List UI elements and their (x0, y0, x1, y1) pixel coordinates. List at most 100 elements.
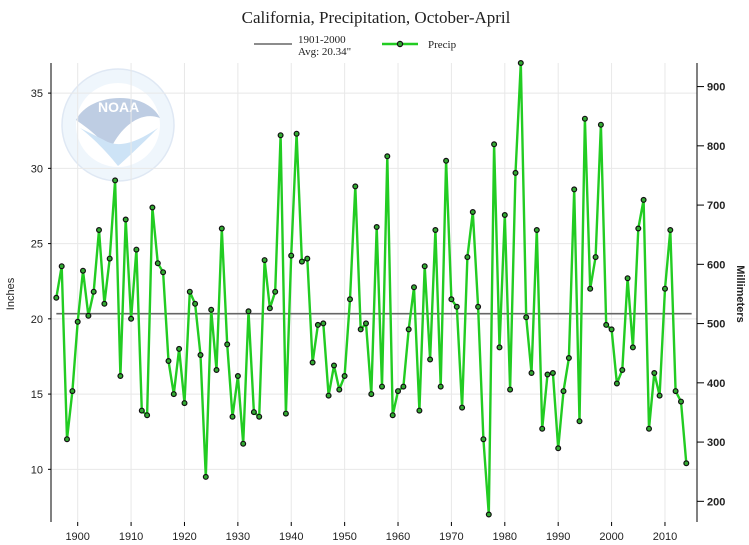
data-point (379, 383, 386, 390)
data-point (539, 425, 546, 432)
data-point (651, 370, 658, 377)
data-point (683, 460, 690, 467)
data-point (176, 345, 183, 352)
data-point (389, 412, 396, 419)
data-point (266, 305, 273, 312)
data-point (53, 294, 60, 301)
data-point (122, 216, 129, 223)
data-point (528, 370, 535, 377)
data-point (106, 255, 113, 262)
data-point (250, 409, 257, 416)
y2-tick-label: 200 (707, 496, 725, 508)
data-point (395, 388, 402, 395)
data-point (133, 246, 140, 253)
y2-tick-label: 900 (707, 82, 725, 94)
data-point (453, 303, 460, 310)
data-point (576, 418, 583, 425)
y-tick-label: 25 (31, 239, 43, 251)
y-tick-label: 15 (31, 389, 43, 401)
data-point (448, 296, 455, 303)
data-point (331, 362, 338, 369)
data-point (341, 373, 348, 380)
data-point (459, 404, 466, 411)
data-point (661, 285, 668, 292)
x-tick-label: 1930 (226, 531, 250, 543)
data-point (549, 370, 556, 377)
data-point (565, 355, 572, 362)
y2-tick-label: 500 (707, 319, 725, 331)
data-point (480, 436, 487, 443)
noaa-logo: NOAA (61, 68, 175, 182)
data-point (432, 227, 439, 234)
data-point (240, 440, 247, 447)
data-point (368, 391, 375, 398)
y2-tick-label: 300 (707, 437, 725, 449)
data-point (656, 392, 663, 399)
data-point (272, 288, 279, 295)
data-point (149, 204, 156, 211)
data-point (421, 263, 428, 270)
data-point (234, 373, 241, 380)
svg-text:NOAA: NOAA (98, 99, 139, 115)
data-point (485, 511, 492, 518)
data-point (437, 383, 444, 390)
data-point (224, 341, 231, 348)
y2-tick-label: 700 (707, 200, 725, 212)
data-point (202, 473, 209, 480)
data-point (512, 169, 519, 176)
data-point (416, 407, 423, 414)
x-tick-label: 1980 (493, 531, 517, 543)
data-point (491, 141, 498, 148)
data-point (144, 412, 151, 419)
data-point (624, 275, 631, 282)
data-point (277, 132, 284, 139)
data-point (523, 314, 530, 321)
data-point (496, 344, 503, 351)
x-tick-label: 2000 (599, 531, 623, 543)
data-point (501, 212, 508, 219)
legend: 1901-2000 Avg: 20.34" Precip (254, 34, 457, 58)
x-tick-label: 1960 (386, 531, 410, 543)
data-point (587, 285, 594, 292)
data-point (245, 308, 252, 315)
legend-average-label-line2: Avg: 20.34" (298, 46, 351, 58)
data-point (352, 183, 359, 190)
data-point (181, 400, 188, 407)
axes (48, 63, 704, 526)
data-point (517, 59, 524, 66)
y-tick-label: 10 (31, 464, 43, 476)
data-point (475, 303, 482, 310)
data-point (170, 391, 177, 398)
data-point (629, 344, 636, 351)
data-point (63, 436, 70, 443)
data-point (282, 410, 289, 417)
data-point (363, 320, 370, 327)
data-point (677, 398, 684, 405)
data-point (95, 227, 102, 234)
data-point (298, 258, 305, 265)
data-point (112, 177, 119, 184)
data-point (117, 373, 124, 380)
data-point (443, 157, 450, 164)
data-point (208, 306, 215, 313)
data-point (373, 224, 380, 231)
data-point (581, 115, 588, 122)
data-point (325, 392, 332, 399)
data-point (400, 383, 407, 390)
chart-title: California, Precipitation, October-April (242, 8, 511, 27)
y2-axis-label: Millimeters (734, 265, 746, 322)
tick-labels: 1900 1910 1920 1930 1940 1950 1960 1970 1980 1990… (31, 82, 726, 543)
x-tick-label: 1920 (172, 531, 196, 543)
y2-tick-label: 800 (707, 141, 725, 153)
data-point (218, 225, 225, 232)
data-point (69, 388, 76, 395)
data-point (533, 227, 540, 234)
grid (51, 63, 697, 522)
data-point (405, 326, 412, 333)
y-tick-label: 35 (31, 88, 43, 100)
data-point (608, 326, 615, 333)
data-point (613, 380, 620, 387)
legend-precip-label: Precip (428, 39, 457, 51)
data-point (619, 367, 626, 374)
